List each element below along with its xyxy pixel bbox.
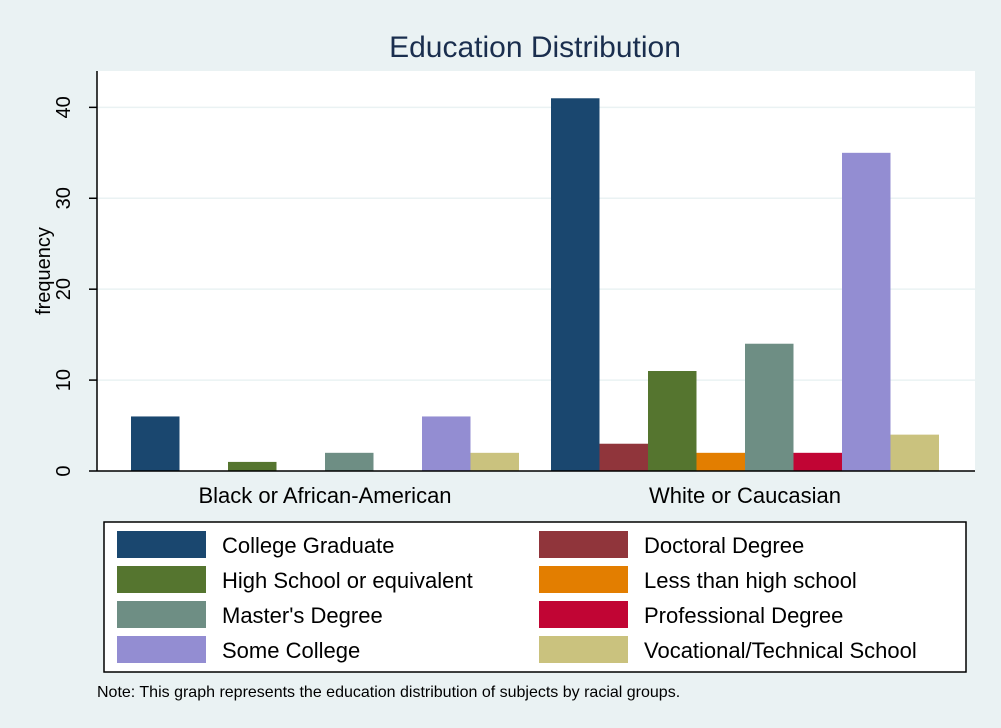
y-tick-label: 20	[53, 278, 75, 300]
legend-swatch	[117, 601, 206, 628]
bar	[648, 371, 697, 471]
legend-label: High School or equivalent	[222, 568, 473, 593]
bar	[325, 452, 374, 471]
y-axis-label: frequency	[33, 227, 55, 315]
legend-label: Doctoral Degree	[644, 533, 804, 558]
legend-label: College Graduate	[222, 533, 394, 558]
legend-swatch	[539, 531, 628, 558]
gridlines	[97, 106, 975, 381]
bar	[793, 452, 842, 471]
x-axis-categories: Black or African-American White or Caucas…	[198, 483, 841, 508]
bar	[890, 434, 939, 471]
legend-swatch	[539, 601, 628, 628]
legend-swatch	[539, 636, 628, 663]
legend-swatch	[539, 566, 628, 593]
chart-title: Education Distribution	[389, 31, 681, 64]
bar	[745, 343, 794, 471]
legend: College Graduate Doctoral Degree High Scho…	[117, 531, 917, 663]
bar	[551, 98, 600, 471]
plot-area	[97, 71, 975, 471]
bar	[228, 461, 277, 471]
legend-label: Some College	[222, 638, 360, 663]
bar	[599, 443, 648, 471]
legend-swatch	[117, 531, 206, 558]
bar	[696, 452, 745, 471]
legend-label: Less than high school	[644, 568, 857, 593]
legend-swatch	[117, 566, 206, 593]
y-tick-label: 30	[53, 187, 75, 209]
x-category-label: White or Caucasian	[649, 483, 841, 508]
y-axis-ticks: 0 10 20 30 40	[53, 96, 97, 477]
legend-label: Master's Degree	[222, 603, 383, 628]
chart-note: Note: This graph represents the educatio…	[97, 684, 680, 701]
y-tick-label: 0	[53, 465, 75, 476]
bar	[470, 452, 519, 471]
bar	[422, 416, 471, 471]
legend-swatch	[117, 636, 206, 663]
bar	[842, 152, 891, 471]
legend-box	[103, 521, 967, 673]
bar	[131, 416, 180, 471]
legend-label: Vocational/Technical School	[644, 638, 917, 663]
y-tick-label: 40	[53, 96, 75, 118]
x-category-label: Black or African-American	[198, 483, 451, 508]
y-tick-label: 10	[53, 369, 75, 391]
bars	[131, 98, 939, 471]
legend-label: Professional Degree	[644, 603, 843, 628]
